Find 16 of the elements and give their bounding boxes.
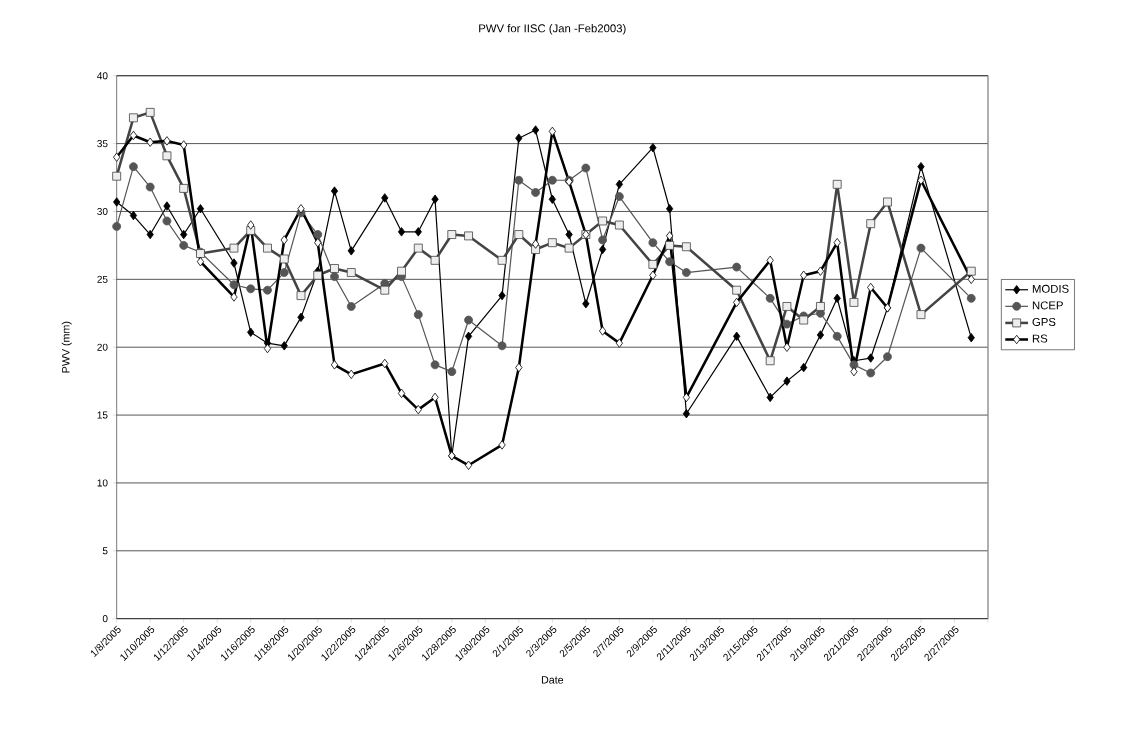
y-tick-label: 0 (102, 615, 108, 623)
legend-label: GPS (1032, 317, 1056, 326)
y-tick-label: 40 (97, 72, 108, 80)
legend-label: MODIS (1032, 284, 1069, 293)
chart-title: PWV for IISC (Jan -Feb2003) (479, 24, 626, 35)
y-tick-label: 5 (102, 547, 108, 555)
legend-label: NCEP (1032, 301, 1063, 310)
y-tick-label: 35 (97, 140, 108, 148)
legend-label: RS (1032, 334, 1048, 343)
y-axis-title: PWV (mm) (61, 321, 72, 373)
y-tick-label: 15 (97, 411, 108, 419)
y-tick-label: 30 (97, 207, 108, 216)
y-tick-label: 25 (97, 275, 108, 283)
x-axis-title: Date (541, 676, 564, 684)
y-tick-label: 10 (97, 479, 108, 487)
y-tick-label: 20 (97, 343, 108, 351)
